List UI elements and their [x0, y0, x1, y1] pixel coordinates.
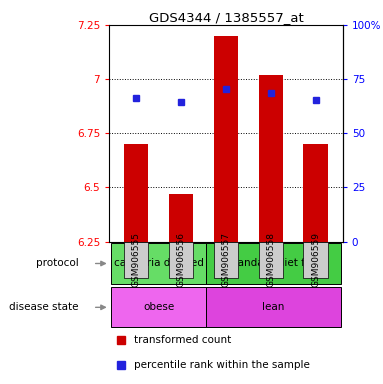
Bar: [206, 287, 340, 328]
Bar: [169, 242, 193, 278]
Bar: [169, 194, 193, 242]
Text: cafeteria diet fed: cafeteria diet fed: [114, 258, 203, 268]
Text: protocol: protocol: [36, 258, 79, 268]
Bar: [214, 242, 238, 278]
Text: GSM906556: GSM906556: [177, 232, 185, 287]
Bar: [214, 36, 238, 242]
Text: GSM906555: GSM906555: [132, 232, 141, 287]
Text: lean: lean: [262, 302, 284, 312]
Title: GDS4344 / 1385557_at: GDS4344 / 1385557_at: [149, 11, 303, 24]
Text: percentile rank within the sample: percentile rank within the sample: [134, 359, 309, 369]
Text: GSM906559: GSM906559: [311, 232, 320, 287]
Text: standard diet fed: standard diet fed: [228, 258, 318, 268]
Text: disease state: disease state: [9, 302, 79, 312]
Text: transformed count: transformed count: [134, 335, 231, 345]
Text: GSM906557: GSM906557: [221, 232, 231, 287]
Text: GSM906558: GSM906558: [267, 232, 275, 287]
Bar: [124, 144, 149, 242]
Bar: [259, 242, 283, 278]
Bar: [206, 243, 340, 284]
Bar: [111, 243, 206, 284]
Bar: [124, 242, 149, 278]
Bar: [259, 75, 283, 242]
Bar: [303, 242, 328, 278]
Bar: [111, 287, 206, 328]
Bar: [303, 144, 328, 242]
Text: obese: obese: [143, 302, 174, 312]
